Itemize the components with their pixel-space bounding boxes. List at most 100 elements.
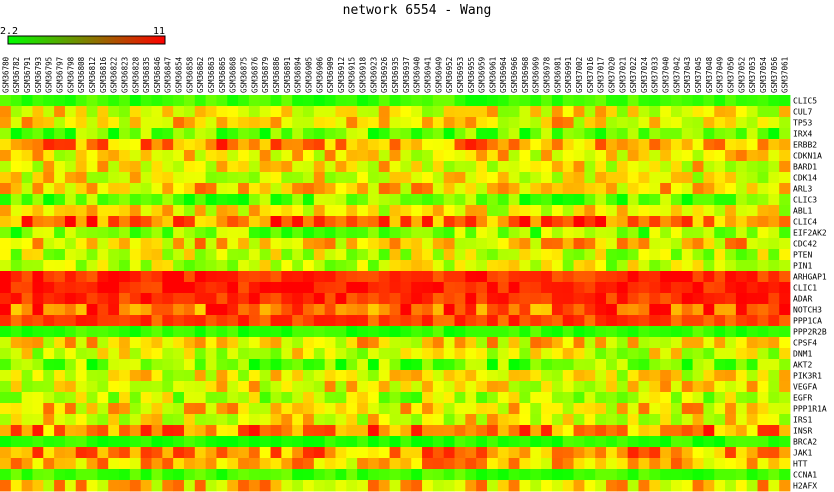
heatmap-cell <box>660 117 672 129</box>
heatmap-cell <box>86 128 98 140</box>
heatmap-cell <box>465 403 477 415</box>
heatmap-cell <box>140 249 152 261</box>
heatmap-cell <box>562 315 574 327</box>
heatmap-cell <box>129 370 142 382</box>
heatmap-cell <box>75 436 87 448</box>
heatmap-cell <box>173 216 185 228</box>
heatmap-cell <box>205 293 217 305</box>
heatmap-cell <box>703 161 715 173</box>
heatmap-cell <box>768 480 780 492</box>
heatmap-cell <box>21 150 33 162</box>
heatmap-cell <box>357 95 369 107</box>
heatmap-cell <box>757 238 769 250</box>
heatmap-cell <box>248 172 261 184</box>
heatmap-cell <box>681 326 693 338</box>
heatmap-cell <box>584 480 596 492</box>
heatmap-cell <box>324 139 336 151</box>
heatmap-cell <box>10 304 23 316</box>
heatmap-cell <box>660 414 672 426</box>
heatmap-cell <box>21 469 33 481</box>
heatmap-cell <box>0 117 12 129</box>
heatmap-cell <box>183 469 196 481</box>
heatmap-cell <box>595 414 607 426</box>
heatmap-cell <box>324 293 336 305</box>
heatmap-cell <box>173 260 185 272</box>
heatmap-cell <box>746 194 758 206</box>
heatmap-cell <box>454 469 466 481</box>
heatmap-cell <box>183 348 196 360</box>
heatmap-cell <box>562 128 574 140</box>
heatmap-cell <box>595 139 607 151</box>
heatmap-cell <box>443 315 455 327</box>
row-label: CUL7 <box>793 108 812 117</box>
heatmap-cell <box>703 480 715 492</box>
heatmap-cell <box>486 183 499 195</box>
heatmap-cell <box>541 480 553 492</box>
heatmap-cell <box>768 282 780 294</box>
heatmap-cell <box>692 370 704 382</box>
heatmap-cell <box>746 249 758 261</box>
heatmap-cell <box>54 227 66 239</box>
heatmap-cell <box>638 282 650 294</box>
heatmap-cell <box>616 337 629 349</box>
heatmap-cell <box>108 194 120 206</box>
heatmap-cell <box>584 183 596 195</box>
heatmap-cell <box>573 414 585 426</box>
heatmap-cell <box>476 238 488 250</box>
heatmap-cell <box>681 194 693 206</box>
heatmap-cell <box>97 403 109 415</box>
heatmap-cell <box>779 403 791 415</box>
heatmap-cell <box>400 447 412 459</box>
heatmap-cell <box>638 480 650 492</box>
heatmap-cell <box>162 348 174 360</box>
heatmap-cell <box>248 238 261 250</box>
heatmap-cell <box>562 458 574 470</box>
heatmap-cell <box>108 403 120 415</box>
heatmap-cell <box>443 216 455 228</box>
heatmap-cell <box>140 271 152 283</box>
heatmap-cell <box>606 348 618 360</box>
heatmap-cell <box>216 128 228 140</box>
row-label: CPSF4 <box>793 339 817 348</box>
heatmap-cell <box>768 403 780 415</box>
heatmap-cell <box>0 447 12 459</box>
heatmap-cell <box>779 447 791 459</box>
heatmap-cell <box>32 480 44 492</box>
heatmap-cell <box>551 271 564 283</box>
heatmap-cell <box>43 403 55 415</box>
heatmap-cell <box>10 139 23 151</box>
heatmap-cell <box>21 392 33 404</box>
heatmap-cell <box>692 425 704 437</box>
heatmap-cell <box>606 227 618 239</box>
heatmap-cell <box>303 436 315 448</box>
heatmap-cell <box>119 425 131 437</box>
heatmap-cell <box>292 128 304 140</box>
heatmap-cell <box>757 469 769 481</box>
heatmap-cell <box>75 293 87 305</box>
heatmap-cell <box>714 271 726 283</box>
heatmap-cell <box>227 227 239 239</box>
heatmap-cell <box>779 227 791 239</box>
heatmap-cell <box>205 304 217 316</box>
heatmap-cell <box>205 161 217 173</box>
heatmap-cell <box>595 436 607 448</box>
column-label: GSM36912 <box>337 57 346 93</box>
heatmap-cell <box>183 260 196 272</box>
heatmap-cell <box>0 128 12 140</box>
heatmap-cell <box>86 227 98 239</box>
heatmap-cell <box>140 106 152 118</box>
heatmap-cell <box>303 315 315 327</box>
heatmap-cell <box>497 183 510 195</box>
heatmap-cell <box>627 337 639 349</box>
heatmap-cell <box>638 447 650 459</box>
heatmap-cell <box>627 392 639 404</box>
heatmap-cell <box>86 205 98 217</box>
heatmap-cell <box>584 447 596 459</box>
heatmap-cell <box>292 348 304 360</box>
heatmap-cell <box>281 337 293 349</box>
heatmap-cell <box>357 238 369 250</box>
heatmap-cell <box>595 216 607 228</box>
heatmap-cell <box>746 359 758 371</box>
heatmap-cell <box>75 106 87 118</box>
heatmap-cell <box>248 183 261 195</box>
